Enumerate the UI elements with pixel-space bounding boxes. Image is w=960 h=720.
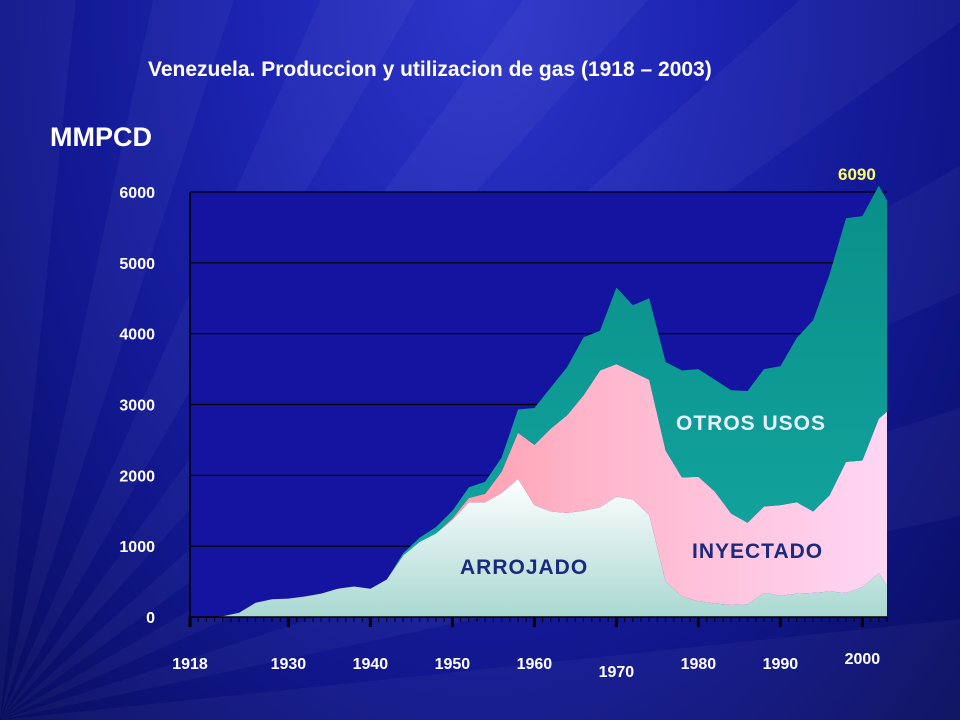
axes [188, 192, 888, 627]
area-inyectado [190, 364, 887, 617]
chart-title: Venezuela. Produccion y utilizacion de g… [148, 58, 712, 81]
y-tick-label-5000: 5000 [119, 256, 155, 273]
x-tick-label-1960: 1960 [517, 656, 553, 673]
y-tick-label-3000: 3000 [119, 398, 155, 415]
area-series [190, 185, 887, 617]
series-label-inyectado: INYECTADO [692, 540, 823, 563]
x-tick-label-2000: 2000 [845, 651, 881, 668]
series-label-otros-usos: OTROS USOS [676, 412, 826, 435]
series-label-arrojado: ARROJADO [460, 556, 588, 579]
area-arrojado [190, 478, 887, 617]
x-tick-label-1940: 1940 [353, 656, 389, 673]
x-tick-label-1990: 1990 [763, 656, 799, 673]
y-tick-label-6000: 6000 [119, 185, 155, 202]
tick-labels: 0 1000 2000 3000 4000 5000 6000 1918 1930 1940 195… [119, 185, 880, 681]
peak-annotation: 6090 [838, 165, 876, 184]
x-tick-label-1918: 1918 [172, 656, 208, 673]
x-tick-label-1950: 1950 [435, 656, 471, 673]
x-tick-label-1980: 1980 [681, 656, 717, 673]
area-otros-usos [190, 185, 887, 617]
y-tick-label-1000: 1000 [119, 539, 155, 556]
y-axis-label: MMPCD [50, 122, 152, 152]
y-tick-label-4000: 4000 [119, 327, 155, 344]
x-tick-label-1930: 1930 [271, 656, 307, 673]
y-tick-label-0: 0 [146, 610, 155, 627]
y-tick-label-2000: 2000 [119, 468, 155, 485]
x-tick-label-1970: 1970 [599, 664, 635, 681]
